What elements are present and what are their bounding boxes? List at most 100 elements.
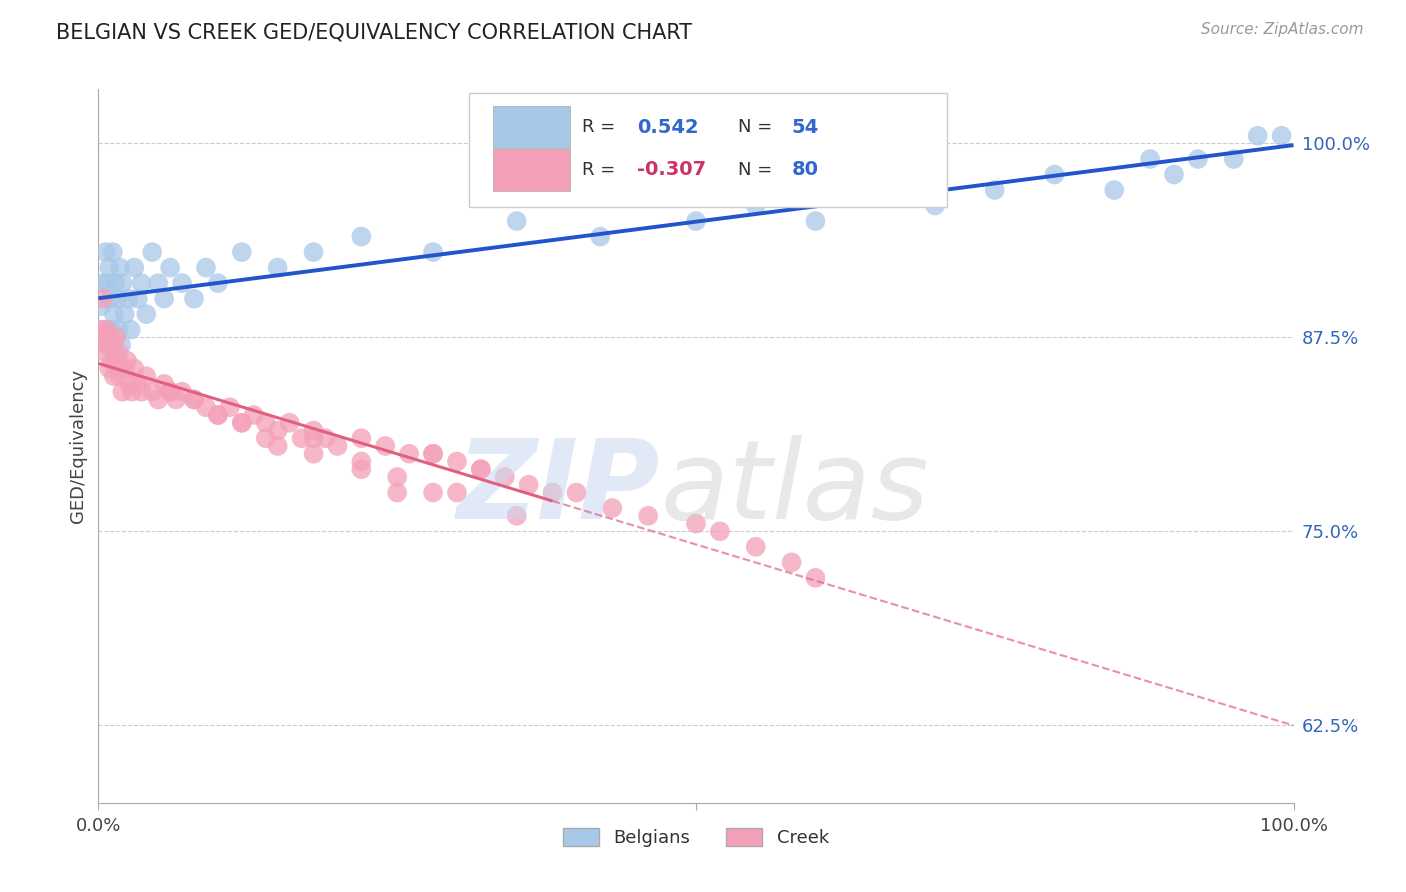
Point: [135, 369, 157, 384]
Point: [183, 292, 205, 306]
Point: [302, 245, 325, 260]
Point: [153, 292, 176, 306]
Point: [124, 361, 146, 376]
Point: [183, 392, 205, 407]
Point: [98, 361, 121, 376]
Point: [94, 245, 117, 260]
Point: [446, 454, 468, 468]
Text: 80: 80: [792, 161, 818, 179]
Point: [101, 338, 124, 352]
Point: [107, 323, 129, 337]
Point: [565, 485, 588, 500]
Point: [685, 516, 707, 531]
Point: [172, 276, 194, 290]
Point: [326, 439, 349, 453]
FancyBboxPatch shape: [470, 93, 948, 207]
Point: [398, 447, 420, 461]
Point: [105, 353, 128, 368]
Point: [120, 323, 142, 337]
Point: [159, 260, 181, 275]
Point: [385, 470, 409, 484]
Text: N =: N =: [738, 161, 778, 178]
Point: [470, 462, 492, 476]
Point: [108, 369, 131, 384]
Point: [267, 424, 290, 438]
Point: [172, 384, 194, 399]
Point: [267, 260, 290, 275]
Point: [243, 408, 266, 422]
Point: [602, 501, 624, 516]
Point: [98, 260, 121, 275]
Point: [94, 346, 117, 360]
Point: [90, 299, 112, 313]
Point: [291, 431, 314, 445]
Point: [100, 323, 122, 337]
Point: [422, 245, 444, 260]
Point: [121, 384, 143, 399]
Point: [135, 307, 157, 321]
Point: [207, 408, 229, 422]
Point: [96, 276, 118, 290]
Point: [865, 183, 887, 197]
Text: R =: R =: [582, 161, 621, 178]
Point: [302, 424, 325, 438]
Point: [101, 245, 124, 260]
Point: [350, 229, 373, 244]
Point: [148, 276, 170, 290]
Point: [127, 292, 149, 306]
Point: [98, 292, 122, 306]
Point: [302, 447, 325, 461]
Text: 0.542: 0.542: [637, 118, 699, 136]
Point: [96, 323, 118, 337]
Point: [100, 353, 122, 368]
Point: [115, 353, 138, 368]
Point: [107, 361, 129, 376]
Point: [207, 408, 229, 422]
Point: [131, 276, 153, 290]
Point: [91, 330, 114, 344]
Point: [118, 376, 141, 391]
Point: [1163, 168, 1185, 182]
Point: [517, 477, 540, 491]
Point: [637, 508, 659, 523]
Point: [1247, 128, 1270, 143]
Point: [709, 524, 731, 539]
Text: 54: 54: [792, 118, 818, 136]
Point: [97, 338, 120, 352]
Text: N =: N =: [738, 118, 778, 136]
Point: [105, 330, 128, 344]
Point: [541, 485, 564, 500]
FancyBboxPatch shape: [494, 106, 571, 148]
Point: [93, 323, 115, 337]
Point: [90, 323, 112, 337]
Point: [231, 416, 253, 430]
FancyBboxPatch shape: [494, 149, 571, 191]
Text: Source: ZipAtlas.com: Source: ZipAtlas.com: [1201, 22, 1364, 37]
Point: [1104, 183, 1126, 197]
Point: [93, 330, 115, 344]
Text: R =: R =: [582, 118, 621, 136]
Point: [107, 292, 129, 306]
Point: [91, 276, 114, 290]
Point: [107, 346, 129, 360]
Point: [219, 401, 242, 415]
Point: [745, 540, 768, 554]
Point: [1223, 152, 1246, 166]
Point: [780, 555, 803, 569]
Point: [159, 384, 181, 399]
Point: [315, 431, 337, 445]
Point: [685, 214, 707, 228]
Point: [254, 431, 277, 445]
Point: [117, 292, 139, 306]
Point: [745, 198, 768, 212]
Point: [104, 353, 127, 368]
Point: [97, 338, 120, 352]
Point: [231, 416, 253, 430]
Point: [589, 229, 612, 244]
Point: [506, 508, 529, 523]
Point: [278, 416, 301, 430]
Point: [231, 245, 253, 260]
Point: [141, 245, 163, 260]
Point: [103, 369, 125, 384]
Point: [159, 384, 181, 399]
